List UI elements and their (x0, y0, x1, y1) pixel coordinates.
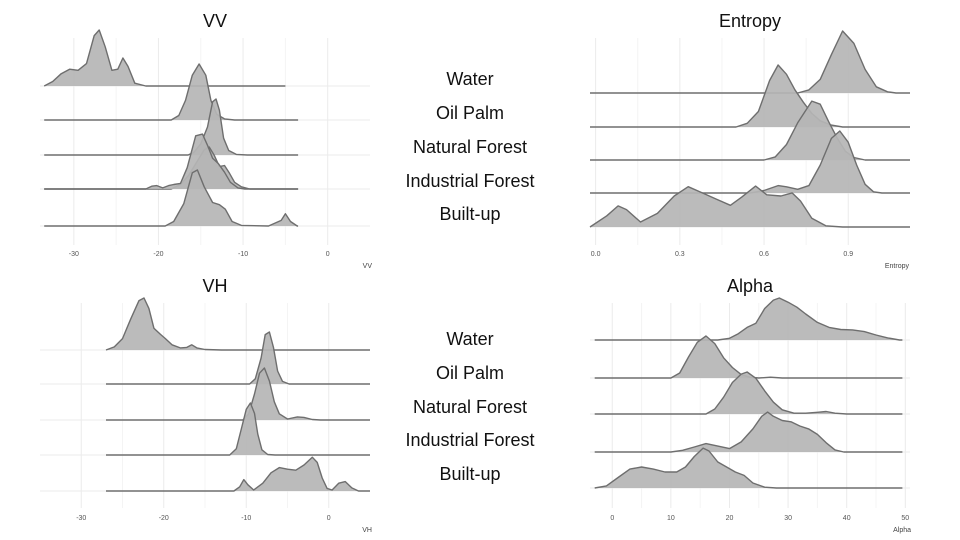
ridge-line-water (105, 297, 370, 351)
panel-entropy: Entropy 0.0 0.3 0.6 0.9 Entropy (589, 11, 910, 270)
category-label-natural-forest-lower: Natural Forest (412, 397, 528, 417)
x-axis-label-entropy: Entropy (885, 263, 910, 270)
ridge-fill-industrial-forest (106, 403, 370, 455)
ridge-fill-industrial-forest (44, 147, 299, 189)
x-tick-label: 0 (327, 515, 331, 522)
x-tick-label: -30 (69, 251, 79, 258)
ridge-line-natural-forest (594, 371, 903, 415)
x-tick-label: 0 (610, 515, 614, 522)
ridge-line-water (590, 30, 910, 94)
category-label-industrial-forest: Industrial Forest (405, 171, 535, 191)
ridge-line-industrial-forest (106, 402, 370, 456)
x-axis-label-vh: VH (362, 527, 372, 534)
panel-vh: VH -30 -20 -10 0 VH (40, 276, 372, 534)
chart-title-vh: VH (202, 276, 227, 296)
chart-title-alpha: Alpha (727, 276, 774, 296)
ridge-line-built-up-lower (44, 169, 299, 227)
ridge-fill-oil-palm (594, 336, 903, 378)
ridge-line-built-up (44, 133, 299, 190)
x-tick-label: -30 (76, 515, 86, 522)
ridge-line-water (594, 297, 903, 341)
ridge-line-industrial-forest (590, 130, 910, 194)
ridge-fill-natural-forest (44, 99, 299, 155)
x-tick-label: -20 (153, 251, 163, 258)
x-tick-label: 40 (843, 515, 851, 522)
ridge-line-built-up (594, 447, 903, 489)
x-tick-label: 10 (667, 515, 675, 522)
ridge-fill-natural-forest (106, 368, 370, 420)
ridge-fill-built-up (590, 186, 910, 227)
x-axis-label-alpha: Alpha (893, 527, 911, 534)
ridge-line-built-up (589, 185, 910, 228)
ridge-fill-water (594, 298, 903, 340)
x-tick-label: 30 (784, 515, 792, 522)
ridge-fill-built-up-lower (44, 170, 299, 226)
ridge-line-industrial-forest (594, 411, 903, 453)
chart-title-entropy: Entropy (719, 11, 781, 31)
ridge-line-oil-palm (44, 63, 299, 121)
x-tick-label: 0.9 (843, 251, 853, 258)
ridge-line-built-up (106, 456, 370, 492)
x-tick-label: 0.3 (675, 251, 685, 258)
x-tick-label: -10 (238, 251, 248, 258)
ridge-line-natural-forest (44, 98, 299, 156)
ridge-fill-built-up (106, 457, 370, 491)
x-tick-label: 20 (726, 515, 734, 522)
category-label-water: Water (446, 69, 494, 89)
panel-alpha: Alpha 0 10 20 30 40 50 Alpha (590, 276, 911, 534)
ridge-fill-natural-forest (594, 372, 903, 414)
category-label-industrial-forest-lower: Industrial Forest (405, 430, 535, 450)
x-tick-label: -10 (241, 515, 251, 522)
x-tick-label: -20 (159, 515, 169, 522)
x-tick-label: 0.6 (759, 251, 769, 258)
ridge-fill-industrial-forest (590, 131, 910, 193)
category-label-oil-palm: Oil Palm (435, 103, 505, 123)
ridge-line-water (43, 29, 286, 87)
category-label-built-up: Built-up (439, 204, 501, 224)
ridge-fill-water (106, 298, 370, 350)
chart-title-vv: VV (203, 11, 227, 31)
ridge-fill-water (590, 31, 910, 93)
panel-vv: VV -30 -20 -10 0 VV (40, 11, 372, 270)
ridge-line-oil-palm (106, 331, 370, 385)
ridge-fill-water (44, 30, 286, 86)
ridge-fill-built-up (44, 134, 299, 189)
category-label-water-lower: Water (446, 329, 494, 349)
x-tick-label: 0.0 (591, 251, 601, 258)
ridge-fill-built-up (594, 448, 903, 488)
x-tick-label: 0 (326, 251, 330, 258)
x-axis-label-vv: VV (363, 263, 373, 270)
ridge-line-oil-palm (594, 335, 903, 379)
category-label-natural-forest: Natural Forest (412, 137, 528, 157)
category-label-oil-palm-lower: Oil Palm (435, 363, 505, 383)
ridge-line-industrial-forest (44, 146, 299, 190)
category-label-built-up-lower: Built-up (439, 464, 501, 484)
ridge-fill-industrial-forest (594, 412, 903, 452)
x-tick-label: 50 (901, 515, 909, 522)
ridge-line-natural-forest (106, 367, 370, 421)
